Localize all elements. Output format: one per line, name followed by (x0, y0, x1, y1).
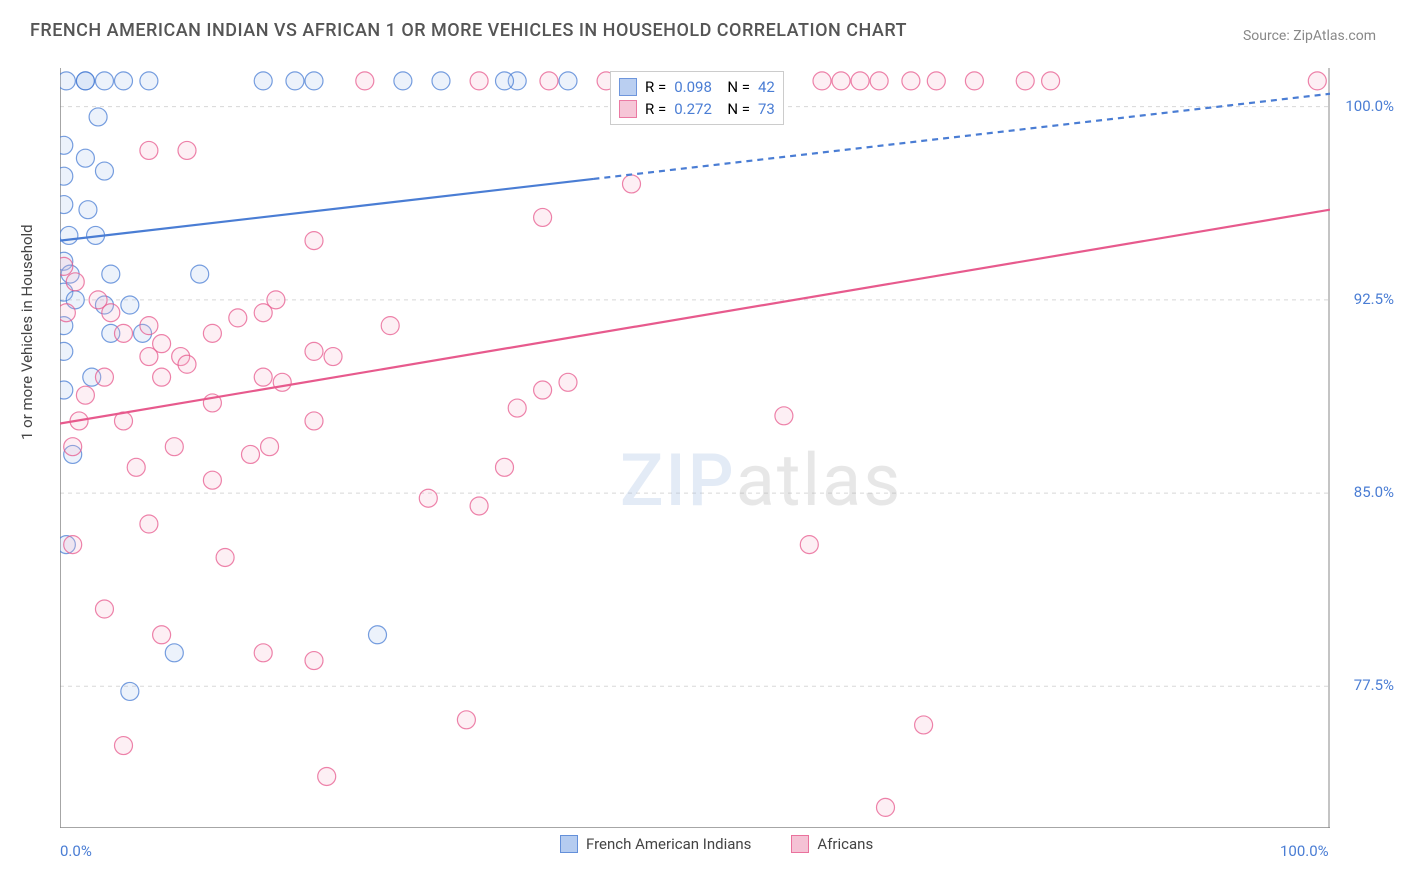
legend-n-value: 42 (758, 78, 775, 96)
legend-item: French American Indians (560, 835, 751, 853)
legend-stat-row: R = 0.098 N = 42 (619, 76, 775, 98)
series-legend: French American Indians Africans (560, 835, 873, 853)
x-tick-label: 0.0% (60, 842, 92, 860)
legend-series-label: French American Indians (586, 835, 751, 853)
y-axis-label: 1 or more Vehicles in Household (18, 224, 36, 440)
chart-container: FRENCH AMERICAN INDIAN VS AFRICAN 1 OR M… (0, 0, 1406, 892)
y-tick-label: 92.5% (1354, 290, 1394, 308)
legend-swatch (791, 835, 809, 853)
legend-swatch (619, 78, 637, 96)
legend-r-label: R = (645, 100, 666, 118)
y-tick-label: 77.5% (1354, 676, 1394, 694)
legend-r-label: R = (645, 78, 666, 96)
y-tick-label: 85.0% (1354, 483, 1394, 501)
source-attribution: Source: ZipAtlas.com (1243, 28, 1376, 44)
legend-n-label: N = (720, 78, 750, 96)
chart-title: FRENCH AMERICAN INDIAN VS AFRICAN 1 OR M… (30, 20, 907, 41)
y-tick-label: 100.0% (1345, 97, 1394, 115)
legend-series-label: Africans (817, 835, 873, 853)
legend-r-value: 0.272 (674, 100, 712, 118)
legend-item: Africans (791, 835, 873, 853)
legend-swatch (619, 100, 637, 118)
legend-n-value: 73 (758, 100, 775, 118)
correlation-legend: R = 0.098 N = 42R = 0.272 N = 73 (610, 71, 784, 125)
legend-r-value: 0.098 (674, 78, 712, 96)
x-tick-label: 100.0% (1280, 842, 1329, 860)
chart-area (60, 68, 1330, 828)
legend-n-label: N = (720, 100, 750, 118)
legend-swatch (560, 835, 578, 853)
scatter-plot (60, 68, 1330, 828)
legend-stat-row: R = 0.272 N = 73 (619, 98, 775, 120)
